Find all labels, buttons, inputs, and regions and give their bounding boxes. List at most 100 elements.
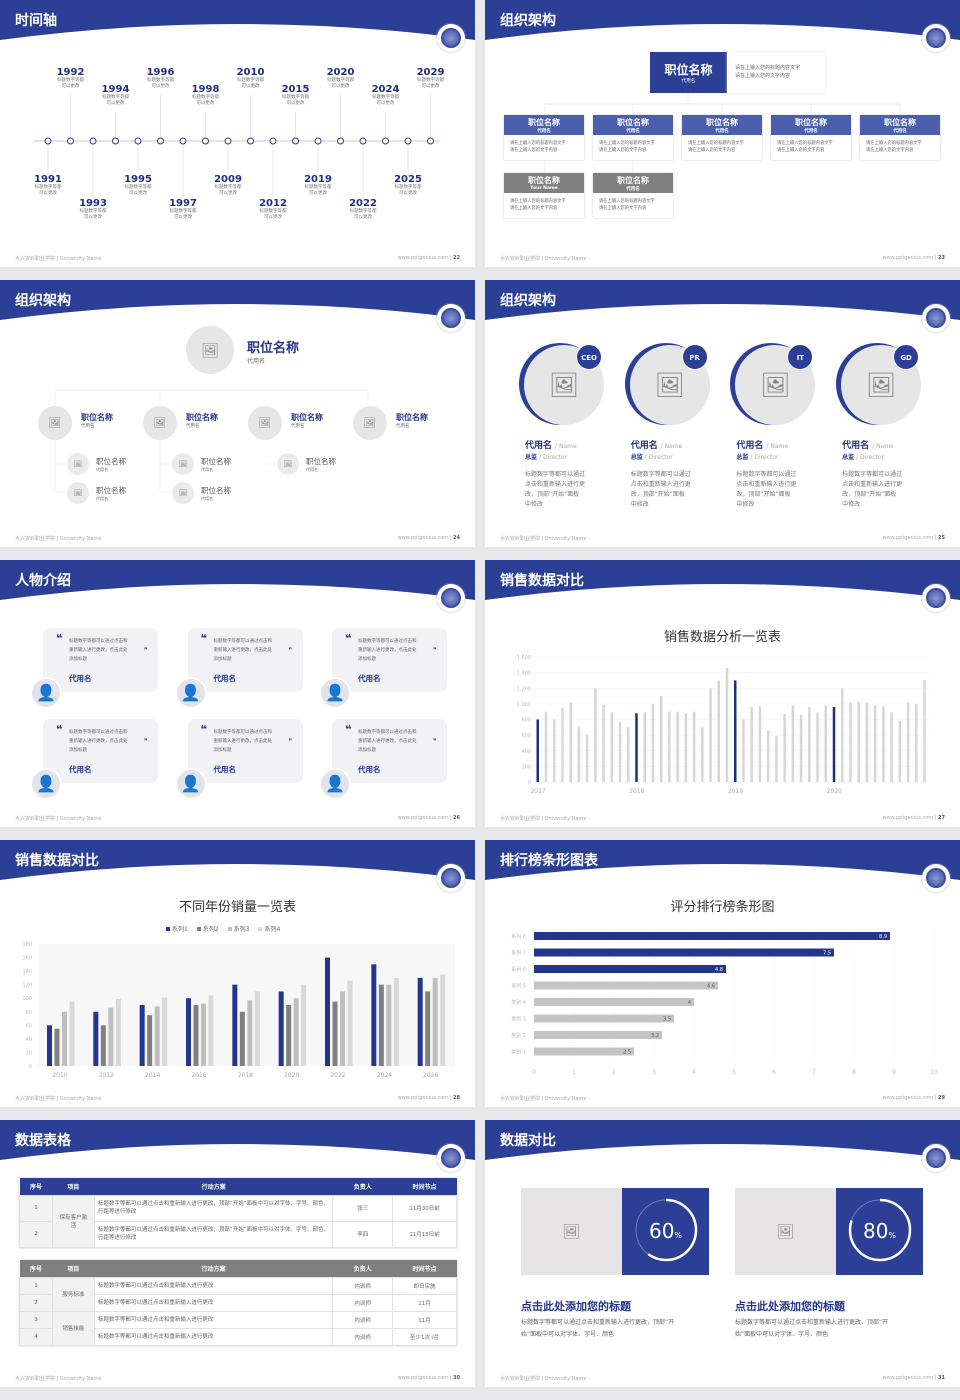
timeline-dot: [314, 137, 322, 145]
member-role-en: / Director: [856, 454, 885, 461]
bar: [577, 727, 581, 782]
desc-line: 请在上输入您的文字内容: [599, 206, 647, 211]
image-placeholder[interactable]: 🖼: [38, 406, 72, 440]
image-placeholder[interactable]: 🖼: [172, 482, 194, 504]
header-band: [485, 0, 960, 40]
progress-ring: [634, 1198, 698, 1262]
event-desc: 可以更改: [219, 191, 237, 196]
sub-position[interactable]: 职位名称 代用名: [201, 456, 231, 473]
image-placeholder[interactable]: 🖼: [143, 406, 177, 440]
member-info[interactable]: 代用名 / Name 总监 / Director 标题数字等都可以通过 点击和重新输入进行…: [842, 438, 902, 510]
timeline-event[interactable]: 1998 标题数字等都 可以更改: [184, 84, 228, 107]
quote-line: 添加标题: [69, 657, 87, 662]
image-placeholder[interactable]: 🖼: [735, 1188, 836, 1275]
timeline-event[interactable]: 2019 标题数字等都 可以更改: [296, 174, 340, 197]
bar: [544, 711, 548, 782]
timeline-event[interactable]: 2020 标题数字等都 可以更改: [319, 67, 363, 90]
category-label: 类别 4: [511, 999, 526, 1006]
graphic: [0, 0, 475, 40]
image-placeholder[interactable]: 🖼: [353, 406, 387, 440]
image-placeholder[interactable]: 🖼: [248, 406, 282, 440]
position-card[interactable]: 职位名称 代用名 请在上输入您的标题内容文字 请在上输入您的文字内容: [860, 115, 940, 160]
position-card[interactable]: 职位名称 Your Name 请在上输入您的标题内容文字 请在上输入您的文字内容: [504, 173, 584, 218]
person-card[interactable]: ❝ ❞ 标题数字等都可以通过点击和 重新输入进行更改，点击此处 添加标题 代用名: [187, 719, 303, 783]
image-placeholder[interactable]: 🖼: [277, 453, 299, 475]
table-row[interactable]: 3 销售技能 标题数字等都可以通过点击和重新输入进行更改 内训师 11月: [19, 1310, 457, 1346]
event-desc: 可以更改: [151, 84, 170, 89]
position[interactable]: 职位名称 代用名: [291, 412, 323, 429]
bar: [325, 957, 330, 1066]
position[interactable]: 职位名称 代用名: [186, 412, 218, 429]
bar: [186, 998, 191, 1066]
person-card[interactable]: ❝ ❞ 标题数字等都可以通过点击和 重新输入进行更改，点击此处 添加标题 代用名: [332, 628, 447, 692]
action-plan: 标题数字等都可以通过点击和重新输入进行更改: [93, 1327, 334, 1346]
item-heading[interactable]: 点击此处添加您的标题: [735, 1300, 845, 1313]
timeline-event[interactable]: 1997 标题数字等都 可以更改: [161, 198, 205, 221]
timeline-dot: [382, 137, 389, 145]
position-name: 职位名称: [96, 457, 126, 466]
member-info[interactable]: 代用名 / Name 总监 / Director 标题数字等都可以通过 点击和重新输入进行…: [736, 438, 796, 510]
table-row[interactable]: 1 服务标准 标题数字等都可以通过点击和重新输入进行更改 内训师 即日实施: [19, 1276, 457, 1312]
person-card[interactable]: ❝ ❞ 标题数字等都可以通过点击和 重新输入进行更改，点击此处 添加标题 代用名: [43, 628, 158, 692]
desc-line: 改，顶部“开始”面板: [525, 491, 580, 498]
timeline-event[interactable]: 1996 标题数字等都 可以更改: [139, 67, 183, 90]
image-placeholder[interactable]: 🖼: [186, 326, 234, 374]
position-card[interactable]: 职位名称 代用名 请在上输入您的标题内容文字 请在上输入您的文字内容: [682, 115, 762, 160]
sub-position[interactable]: 职位名称 代用名: [96, 456, 126, 473]
row-number: 1: [19, 1276, 53, 1295]
timeline-event[interactable]: 2009 标题数字等都 可以更改: [206, 174, 250, 197]
timeline-event[interactable]: 2024 标题数字等都 可以更改: [364, 84, 408, 107]
slide-title: 组织架构: [15, 293, 71, 309]
image-placeholder[interactable]: 🖼: [172, 453, 194, 475]
position-card[interactable]: 职位名称 代用名 请在上输入您的标题内容文字 请在上输入您的文字内容: [771, 115, 851, 160]
timeline-event[interactable]: 1995 标题数字等都 可以更改: [116, 174, 160, 197]
timeline-event[interactable]: 2010 标题数字等都 可以更改: [229, 67, 273, 90]
image-placeholder[interactable]: 🖼: [67, 482, 89, 504]
position-sub: 代用名: [804, 129, 818, 134]
member-role-en: / Director: [539, 454, 568, 461]
timeline-event[interactable]: 1993 标题数字等都 可以更改: [71, 198, 115, 221]
position-card-header: 职位名称 代用名: [860, 115, 940, 135]
position-card[interactable]: 职位名称 代用名 请在上输入您的标题内容文字 请在上输入您的文字内容: [593, 115, 673, 160]
timeline-event[interactable]: 2029 标题数字等都 可以更改: [409, 67, 453, 90]
table-row[interactable]: 1 保有客户激活 标题数字等都可以通过点击和重新输入进行更改，顶部“开始”面板中可以…: [19, 1194, 457, 1248]
position[interactable]: 职位名称 代用名: [81, 412, 113, 429]
timeline-event[interactable]: 1992 标题数字等都 可以更改: [49, 67, 93, 90]
sub-position[interactable]: 职位名称 代用名: [96, 485, 126, 502]
position-card[interactable]: 职位名称 代用名 请在上输入您的标题内容文字 请在上输入您的文字内容: [504, 115, 584, 160]
sub-position[interactable]: 职位名称 代用名: [201, 485, 231, 502]
top-position[interactable]: 职位名称 代用名: [247, 337, 299, 365]
member-desc: 标题数字等都可以通过 点击和重新输入进行更 改，顶部“开始”面板 中修改: [525, 470, 585, 510]
timeline-event[interactable]: 1994 标题数字等都 可以更改: [94, 84, 138, 107]
position-card[interactable]: 职位名称 代用名 请在上输入您的标题内容文字 请在上输入您的文字内容: [593, 173, 673, 218]
sub-position[interactable]: 职位名称 代用名: [306, 456, 336, 473]
person-card[interactable]: ❝ ❞ 标题数字等都可以通过点击和 重新输入进行更改，点击此处 添加标题 代用名: [43, 719, 158, 783]
item-heading[interactable]: 点击此处添加您的标题: [521, 1300, 631, 1313]
image-placeholder[interactable]: 🖼: [629, 345, 710, 425]
bar: [340, 991, 345, 1066]
action-plan: 标题数字等都可以通过点击和重新输入进行更改: [93, 1310, 334, 1329]
timeline-event[interactable]: 2025 标题数字等都 可以更改: [386, 174, 430, 197]
member-info[interactable]: 代用名 / Name 总监 / Director 标题数字等都可以通过 点击和重新输入进行…: [631, 438, 691, 510]
top-position-box[interactable]: 职位名称 代用名: [650, 52, 727, 93]
person-card[interactable]: ❝ ❞ 标题数字等都可以通过点击和 重新输入进行更改，点击此处 添加标题 代用名: [187, 628, 303, 692]
image-placeholder[interactable]: 🖼: [521, 1188, 622, 1275]
position[interactable]: 职位名称 代用名: [396, 412, 428, 429]
member-info[interactable]: 代用名 / Name 总监 / Director 标题数字等都可以通过 点击和重新输入进行…: [525, 438, 585, 510]
footer-site: www.pptgenius.com: [397, 1375, 449, 1381]
event-desc: 可以更改: [331, 84, 350, 89]
bar: [799, 714, 803, 782]
footer-university: 大兴安岭职业学院 | University Name: [15, 816, 102, 822]
y-tick-label: 0: [29, 1064, 32, 1070]
timeline-event[interactable]: 2015 标题数字等都 可以更改: [274, 84, 318, 107]
table-row[interactable]: 2 标题数字等都可以通过点击和重新输入进行更改，顶部“开始”面板中可以对字体、字号…: [19, 1220, 457, 1248]
person-card[interactable]: ❝ ❞ 标题数字等都可以通过点击和 重新输入进行更改，点击此处 添加标题 代用名: [332, 719, 447, 783]
timeline-event[interactable]: 2012 标题数字等都 可以更改: [251, 198, 295, 221]
timeline-event[interactable]: 1991 标题数字等都 可以更改: [26, 174, 70, 197]
quote-close-icon: ❞: [144, 647, 148, 654]
table-row[interactable]: 4 标题数字等都可以通过点击和重新输入进行更改 内训师 至少1次 /月: [19, 1327, 457, 1346]
university-logo: [437, 24, 465, 52]
timeline-event[interactable]: 2022 标题数字等都 可以更改: [341, 198, 385, 221]
header-band: [485, 1120, 960, 1160]
image-placeholder[interactable]: 🖼: [67, 453, 89, 475]
